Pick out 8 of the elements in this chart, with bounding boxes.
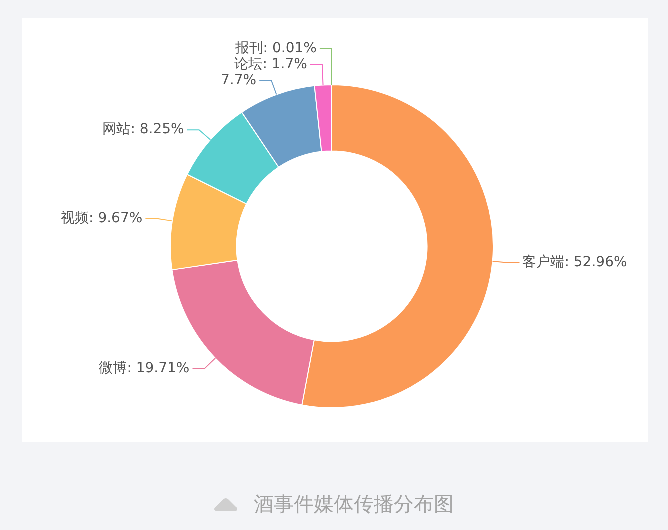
- data-label: 7.7%: [221, 72, 257, 88]
- slice-label: 视频: 9.67%: [61, 210, 143, 226]
- text: 酒事件媒体传播分布图: [254, 491, 454, 517]
- slice-label: 报刊: 0.01%: [234, 40, 317, 56]
- slice-label: 微博: 19.71%: [99, 360, 190, 376]
- slice-label: 网站: 8.25%: [102, 122, 184, 138]
- slice-label: 论坛: 1.7%: [234, 56, 308, 72]
- slice-label: 客户端: 52.96%: [522, 254, 628, 271]
